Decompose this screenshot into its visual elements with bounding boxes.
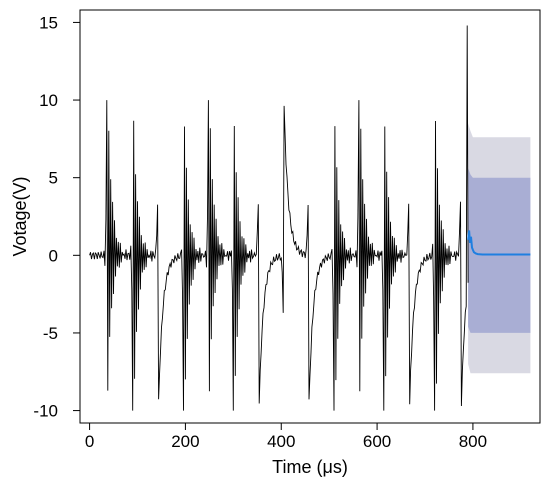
x-tick-label: 400 [267,432,295,451]
x-tick-label: 200 [171,432,199,451]
plot-frame [79,9,541,424]
x-tick-label: 0 [85,432,94,451]
forecast-mean-line [467,230,531,256]
x-tick-label: 600 [363,432,391,451]
axis-ticks: 0 200 400 600 800 -10 -5 0 5 10 15 [33,13,487,451]
y-tick-label: 5 [49,169,58,188]
y-tick-label: -5 [43,324,58,343]
series-lines [89,25,531,411]
prediction-bands [468,123,531,374]
y-tick-label: 15 [39,13,58,32]
y-tick-label: 10 [39,91,58,110]
x-tick-label: 800 [459,432,487,451]
y-tick-label: 0 [49,246,58,265]
y-tick-label: -10 [33,402,58,421]
prediction-band-2 [468,168,531,333]
observed-signal-line [89,25,469,411]
y-axis-label: Votage(V) [10,176,30,256]
x-axis-label: Time (μs) [272,457,348,477]
